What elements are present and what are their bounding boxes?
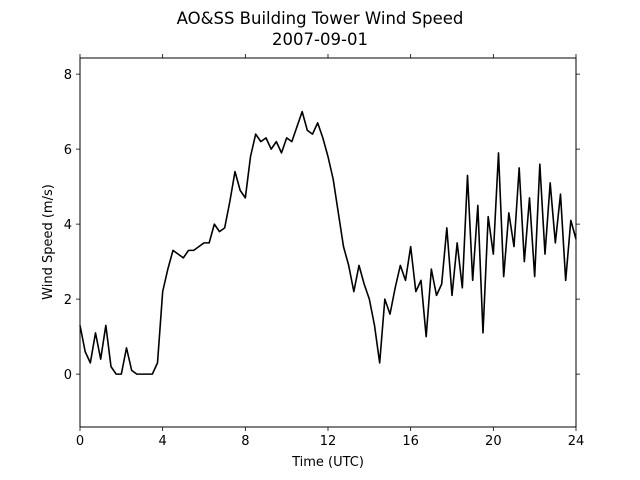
x-tick-label: 16 [402, 434, 419, 449]
x-tick-label: 0 [76, 434, 84, 449]
y-tick-label: 0 [64, 368, 72, 383]
x-tick-label: 24 [568, 434, 585, 449]
y-tick-label: 8 [64, 68, 72, 83]
y-tick-label: 2 [64, 293, 72, 308]
chart-title: AO&SS Building Tower Wind Speed [177, 9, 464, 28]
data-line [79, 110, 577, 375]
y-axis-label: Wind Speed (m/s) [41, 184, 56, 300]
x-axis-label: Time (UTC) [291, 455, 364, 470]
chart-subtitle: 2007-09-01 [272, 30, 368, 49]
x-tick-label: 8 [241, 434, 249, 449]
x-tick-label: 4 [159, 434, 167, 449]
x-tick-label: 20 [485, 434, 502, 449]
y-tick-label: 6 [64, 143, 72, 158]
x-tick-label: 12 [320, 434, 337, 449]
y-tick-label: 4 [64, 218, 72, 233]
